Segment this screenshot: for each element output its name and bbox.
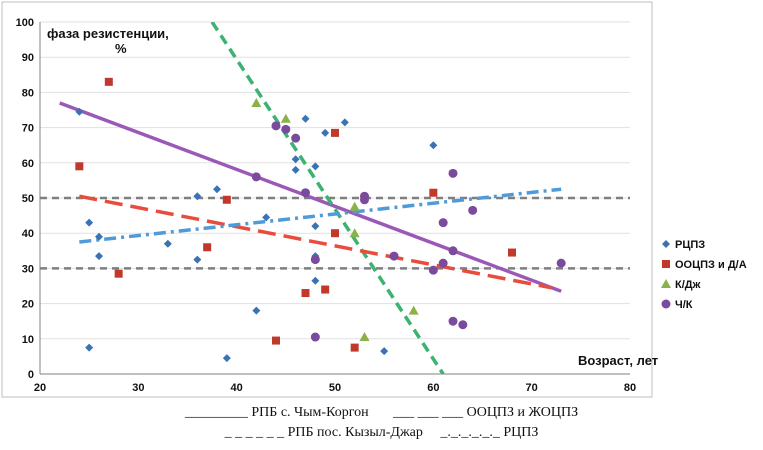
- data-point: [310, 332, 320, 342]
- legend-label: Ч/К: [675, 299, 693, 311]
- data-point: [359, 332, 370, 342]
- data-point: [340, 118, 349, 127]
- x-tick-label: 80: [624, 382, 636, 394]
- legend-marker-icon: [662, 260, 670, 268]
- caption-line-1: _________ РПБ с. Чым-Коргон ___ ___ ___ …: [184, 405, 579, 420]
- data-point: [222, 195, 231, 204]
- data-point: [281, 124, 291, 134]
- y-tick-label: 20: [22, 299, 34, 311]
- data-point: [321, 285, 330, 294]
- data-point: [75, 107, 84, 116]
- y-tick-label: 80: [22, 87, 34, 99]
- data-point: [458, 320, 468, 330]
- x-tick-label: 30: [132, 382, 144, 394]
- legend-marker-icon: [661, 279, 671, 288]
- data-point: [349, 228, 360, 238]
- data-point: [311, 276, 320, 285]
- data-point: [429, 141, 438, 150]
- data-point: [448, 168, 458, 178]
- data-point: [428, 265, 438, 275]
- data-point: [448, 246, 458, 256]
- data-point: [438, 258, 448, 268]
- data-point: [75, 162, 84, 171]
- data-point: [222, 354, 231, 363]
- data-point: [310, 255, 320, 265]
- x-tick-label: 20: [34, 382, 46, 394]
- y-tick-label: 70: [22, 123, 34, 135]
- data-point: [311, 222, 320, 231]
- trend-line: [79, 194, 552, 290]
- data-point: [291, 133, 301, 143]
- data-point: [360, 195, 369, 205]
- legend-marker-icon: [662, 240, 670, 248]
- data-point: [350, 343, 359, 352]
- data-point: [271, 121, 281, 131]
- x-tick-label: 70: [526, 382, 538, 394]
- caption-line-2: _ _ _ _ _ _ РПБ пос. Кызыл-Джар _._._._.…: [224, 425, 539, 440]
- data-point: [331, 229, 339, 238]
- legend-marker-icon: [661, 299, 671, 309]
- data-point: [408, 305, 419, 315]
- data-point: [251, 97, 262, 107]
- data-point: [213, 185, 221, 194]
- data-point: [262, 213, 271, 222]
- data-point: [95, 252, 103, 261]
- data-point: [203, 243, 212, 252]
- data-point: [468, 205, 478, 215]
- data-point: [301, 188, 310, 198]
- data-point: [85, 343, 94, 352]
- data-point: [301, 289, 310, 298]
- legend-label: ООЦПЗ и Д/А: [675, 259, 747, 271]
- y-tick-label: 30: [22, 263, 34, 275]
- data-point: [280, 113, 291, 123]
- legend-label: РЦПЗ: [675, 239, 705, 251]
- data-point: [508, 248, 516, 257]
- x-tick-label: 50: [329, 382, 341, 394]
- y-tick-label: 10: [22, 334, 34, 346]
- y-tick-label: 50: [22, 193, 34, 205]
- trend-line: [210, 22, 445, 374]
- data-point: [311, 162, 320, 171]
- data-point: [321, 128, 330, 137]
- data-point: [556, 258, 566, 268]
- data-point: [104, 77, 113, 86]
- data-point: [193, 192, 202, 201]
- data-point: [272, 336, 280, 345]
- data-point: [448, 316, 458, 326]
- y-tick-label: 40: [22, 228, 34, 240]
- data-point: [438, 218, 448, 228]
- data-point: [349, 201, 360, 211]
- x-tick-label: 40: [231, 382, 243, 394]
- trend-line: [59, 101, 562, 293]
- y-tick-label: 100: [16, 17, 34, 29]
- data-point: [291, 165, 300, 174]
- data-point: [95, 232, 103, 241]
- data-point: [251, 172, 261, 182]
- data-point: [331, 128, 339, 137]
- y-axis-label-line2: %: [115, 41, 127, 56]
- data-point: [114, 269, 123, 278]
- y-tick-label: 0: [28, 369, 34, 381]
- y-tick-label: 60: [22, 158, 34, 170]
- y-tick-label: 90: [22, 52, 34, 64]
- x-tick-label: 60: [427, 382, 439, 394]
- x-axis-label: Возраст, лет: [578, 353, 658, 368]
- data-point: [291, 155, 300, 164]
- data-point: [380, 347, 389, 356]
- trend-line: [79, 187, 562, 244]
- data-point: [252, 306, 261, 315]
- data-point: [389, 251, 399, 261]
- y-axis-label-line1: фаза резистенции,: [47, 26, 169, 41]
- legend-label: К/Дж: [675, 279, 701, 291]
- data-point: [163, 239, 172, 248]
- data-point: [429, 188, 438, 197]
- data-point: [85, 218, 94, 227]
- data-point: [193, 255, 202, 264]
- data-point: [301, 114, 310, 123]
